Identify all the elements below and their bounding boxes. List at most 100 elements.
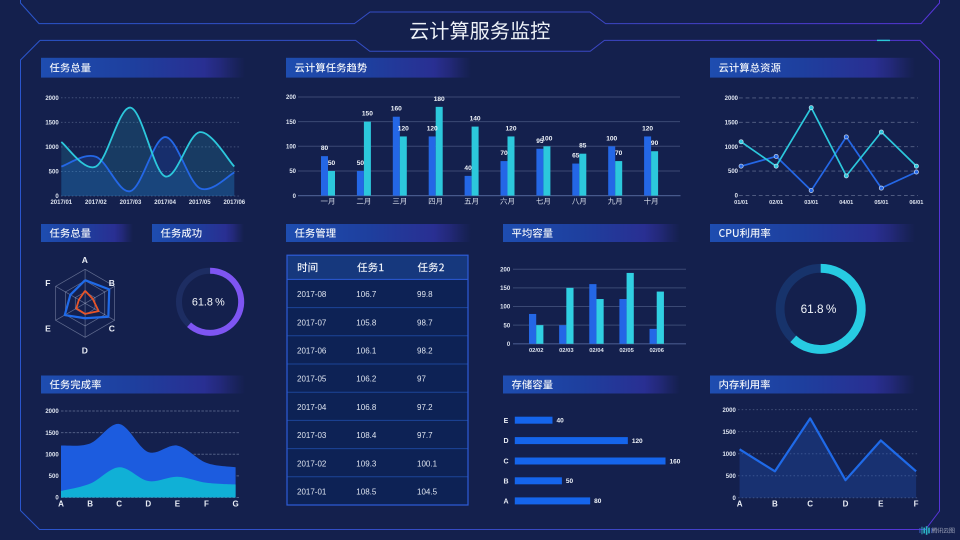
svg-text:2017/01: 2017/01 [50, 200, 72, 206]
svg-text:2017-05: 2017-05 [297, 375, 327, 384]
svg-text:02/05: 02/05 [619, 348, 634, 354]
svg-text:E: E [504, 418, 509, 425]
svg-text:120: 120 [642, 125, 653, 132]
svg-text:150: 150 [500, 286, 511, 292]
svg-text:500: 500 [49, 170, 60, 176]
svg-text:C: C [503, 459, 508, 466]
svg-text:2017-07: 2017-07 [297, 318, 327, 327]
svg-text:105.8: 105.8 [356, 318, 377, 327]
svg-text:70: 70 [615, 150, 623, 157]
svg-text:180: 180 [434, 96, 445, 103]
svg-text:95: 95 [536, 138, 544, 145]
svg-text:106.7: 106.7 [356, 290, 377, 299]
svg-text:100.1: 100.1 [417, 459, 438, 468]
svg-text:65: 65 [572, 153, 580, 160]
svg-text:A: A [82, 255, 88, 265]
svg-text:160: 160 [670, 458, 681, 465]
svg-text:1500: 1500 [45, 431, 59, 437]
svg-text:B: B [87, 500, 93, 509]
svg-text:02/03: 02/03 [559, 348, 574, 354]
svg-text:D: D [503, 438, 508, 445]
svg-text:2000: 2000 [725, 96, 739, 102]
svg-text:100: 100 [286, 145, 297, 151]
svg-text:100: 100 [541, 135, 552, 142]
svg-text:F: F [204, 500, 209, 509]
svg-text:160: 160 [391, 106, 402, 113]
svg-text:61.8 %: 61.8 % [801, 302, 837, 316]
svg-text:0: 0 [55, 194, 59, 200]
svg-text:50: 50 [504, 323, 511, 329]
svg-text:0: 0 [735, 194, 739, 200]
svg-text:B: B [772, 500, 778, 509]
svg-text:E: E [878, 500, 884, 509]
svg-text:D: D [843, 500, 849, 509]
svg-text:05/01: 05/01 [874, 200, 888, 206]
svg-text:50: 50 [289, 169, 296, 175]
svg-text:50: 50 [566, 478, 574, 485]
svg-text:40: 40 [464, 165, 472, 172]
svg-text:106.8: 106.8 [356, 403, 377, 412]
svg-text:02/04: 02/04 [589, 348, 604, 354]
svg-text:2017/03: 2017/03 [120, 200, 142, 206]
svg-text:01/01: 01/01 [734, 200, 748, 206]
svg-text:500: 500 [49, 474, 60, 480]
svg-text:120: 120 [632, 438, 643, 445]
svg-text:2000: 2000 [45, 96, 59, 102]
svg-text:C: C [807, 500, 813, 509]
svg-text:2000: 2000 [722, 408, 736, 414]
svg-text:1000: 1000 [722, 452, 736, 458]
svg-text:2017/02: 2017/02 [85, 200, 107, 206]
svg-text:150: 150 [286, 120, 297, 126]
svg-text:98.7: 98.7 [417, 318, 433, 327]
svg-text:0: 0 [55, 496, 59, 502]
svg-text:2017/06: 2017/06 [223, 200, 245, 206]
svg-text:40: 40 [556, 418, 564, 425]
svg-text:1500: 1500 [722, 430, 736, 436]
svg-text:F: F [45, 278, 50, 288]
svg-text:106.2: 106.2 [356, 375, 377, 384]
svg-text:2017/05: 2017/05 [189, 200, 211, 206]
svg-text:D: D [82, 346, 88, 356]
svg-text:500: 500 [728, 169, 739, 175]
svg-text:50: 50 [328, 160, 336, 167]
svg-text:120: 120 [398, 125, 409, 132]
svg-text:2017-01: 2017-01 [297, 488, 327, 497]
svg-text:B: B [503, 478, 508, 485]
svg-text:04/01: 04/01 [839, 200, 853, 206]
svg-text:80: 80 [594, 498, 602, 505]
svg-text:E: E [175, 500, 181, 509]
svg-text:500: 500 [726, 474, 737, 480]
svg-text:104.5: 104.5 [417, 488, 438, 497]
svg-text:1000: 1000 [45, 145, 59, 151]
svg-text:2017-06: 2017-06 [297, 347, 327, 356]
svg-text:03/01: 03/01 [804, 200, 818, 206]
svg-text:98.2: 98.2 [417, 347, 433, 356]
svg-text:2000: 2000 [45, 409, 59, 415]
svg-text:97.2: 97.2 [417, 403, 433, 412]
svg-text:200: 200 [500, 267, 511, 273]
svg-text:B: B [109, 278, 115, 288]
svg-text:80: 80 [321, 145, 329, 152]
svg-text:C: C [116, 500, 122, 509]
svg-text:1000: 1000 [725, 145, 739, 151]
svg-text:85: 85 [579, 143, 587, 150]
svg-text:108.5: 108.5 [356, 488, 377, 497]
svg-text:2017-02: 2017-02 [297, 459, 327, 468]
svg-text:150: 150 [362, 111, 373, 118]
svg-text:A: A [737, 500, 743, 509]
svg-text:106.1: 106.1 [356, 347, 377, 356]
svg-text:120: 120 [505, 125, 516, 132]
svg-text:2017-03: 2017-03 [297, 431, 327, 440]
svg-text:50: 50 [357, 160, 365, 167]
svg-text:06/01: 06/01 [909, 200, 923, 206]
svg-text:2017/04: 2017/04 [154, 200, 176, 206]
svg-text:0: 0 [507, 342, 511, 348]
svg-text:61.8 %: 61.8 % [192, 297, 225, 309]
svg-text:90: 90 [651, 140, 659, 147]
svg-text:140: 140 [470, 116, 481, 123]
svg-text:E: E [45, 323, 51, 333]
svg-text:109.3: 109.3 [356, 459, 377, 468]
svg-text:2017-08: 2017-08 [297, 290, 327, 299]
svg-text:97.7: 97.7 [417, 431, 433, 440]
svg-text:100: 100 [606, 135, 617, 142]
